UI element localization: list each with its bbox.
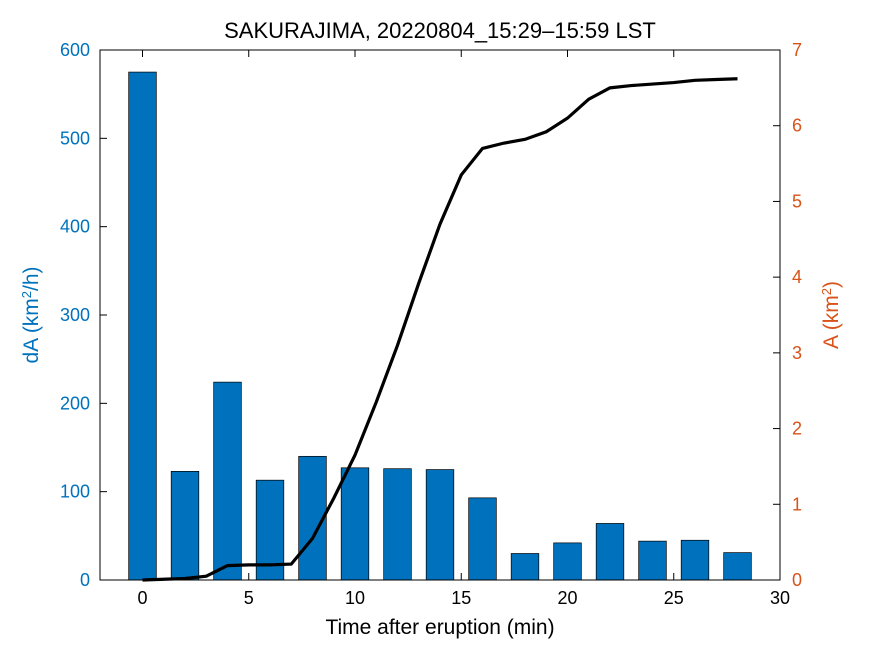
y-left-tick-label: 0 — [80, 570, 90, 590]
y-right-tick-label: 4 — [792, 267, 802, 287]
y-left-tick-label: 300 — [60, 305, 90, 325]
bar — [681, 540, 709, 580]
y-right-tick-label: 2 — [792, 419, 802, 439]
x-tick-label: 20 — [557, 588, 577, 608]
bar — [596, 523, 624, 580]
y-right-tick-label: 5 — [792, 191, 802, 211]
y-right-tick-label: 6 — [792, 116, 802, 136]
y-right-tick-label: 0 — [792, 570, 802, 590]
x-tick-label: 10 — [345, 588, 365, 608]
x-tick-label: 15 — [451, 588, 471, 608]
bar — [129, 72, 157, 580]
y-right-tick-label: 3 — [792, 343, 802, 363]
bar — [469, 498, 497, 580]
bar — [426, 470, 454, 580]
y-left-axis-label: dA (km2/h) — [19, 266, 44, 363]
bar — [511, 554, 539, 581]
y-left-tick-label: 500 — [60, 128, 90, 148]
bar — [214, 382, 242, 580]
chart-container: SAKURAJIMA, 20220804_15:29–15:59 LST0510… — [0, 0, 875, 656]
x-tick-label: 0 — [137, 588, 147, 608]
bar — [554, 543, 582, 580]
y-right-tick-label: 1 — [792, 494, 802, 514]
dual-axis-chart: SAKURAJIMA, 20220804_15:29–15:59 LST0510… — [0, 0, 875, 656]
bar — [724, 553, 752, 580]
y-left-tick-label: 400 — [60, 217, 90, 237]
chart-title: SAKURAJIMA, 20220804_15:29–15:59 LST — [224, 18, 656, 43]
x-axis-label: Time after eruption (min) — [325, 616, 554, 639]
y-left-tick-label: 600 — [60, 40, 90, 60]
x-tick-label: 30 — [770, 588, 790, 608]
x-tick-label: 25 — [664, 588, 684, 608]
y-left-tick-label: 200 — [60, 393, 90, 413]
bar — [341, 468, 369, 580]
x-tick-label: 5 — [244, 588, 254, 608]
bar — [171, 471, 199, 580]
y-right-tick-label: 7 — [792, 40, 802, 60]
y-left-tick-label: 100 — [60, 482, 90, 502]
bar — [384, 469, 412, 580]
bar — [639, 541, 667, 580]
